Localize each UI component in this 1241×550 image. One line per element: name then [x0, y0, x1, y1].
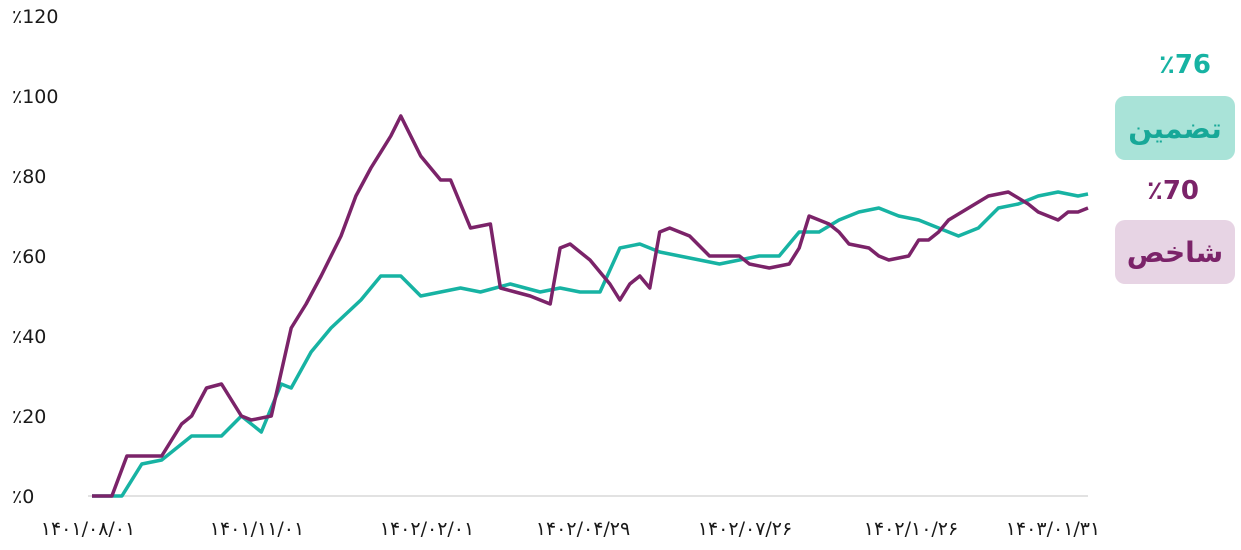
guarantee-return-value: ٪76 — [1158, 50, 1212, 80]
y-tick-label: ٪40 — [12, 326, 46, 348]
y-tick-label: ٪20 — [12, 406, 46, 428]
guarantee-series-line — [92, 190, 1089, 498]
x-tick-label: ۱۴۰۲/۰۷/۲۶ — [698, 518, 792, 540]
x-axis-ticks: ۱۴۰۱/۰۸/۰۱ ۱۴۰۱/۱۱/۰۱ ۱۴۰۲/۰۲/۰۱ ۱۴۰۲/۰۴/۲۹… — [41, 518, 1100, 540]
y-axis-ticks: ٪0 ٪20 ٪40 ٪60 ٪80 ٪100 ٪120 — [12, 6, 58, 508]
x-tick-label: ۱۴۰۱/۰۸/۰۱ — [41, 518, 135, 540]
index-series-line — [92, 114, 1089, 498]
x-tick-label: ۱۴۰۲/۱۰/۲۶ — [864, 518, 958, 540]
y-tick-label: ٪100 — [12, 86, 58, 108]
index-return-value: ٪70 — [1146, 176, 1200, 206]
x-tick-label: ۱۴۰۳/۰۱/۳۱ — [1006, 518, 1100, 540]
y-tick-label: ٪0 — [12, 486, 34, 508]
guarantee-legend-label: تضمین — [1115, 96, 1235, 160]
y-tick-label: ٪60 — [12, 246, 46, 268]
x-tick-label: ۱۴۰۱/۱۱/۰۱ — [210, 518, 304, 540]
x-tick-label: ۱۴۰۲/۰۲/۰۱ — [380, 518, 474, 540]
index-legend-label: شاخص — [1115, 220, 1235, 284]
y-tick-label: ٪80 — [12, 166, 46, 188]
series-lines — [92, 114, 1089, 498]
x-tick-label: ۱۴۰۲/۰۴/۲۹ — [536, 518, 630, 540]
y-tick-label: ٪120 — [12, 6, 58, 28]
